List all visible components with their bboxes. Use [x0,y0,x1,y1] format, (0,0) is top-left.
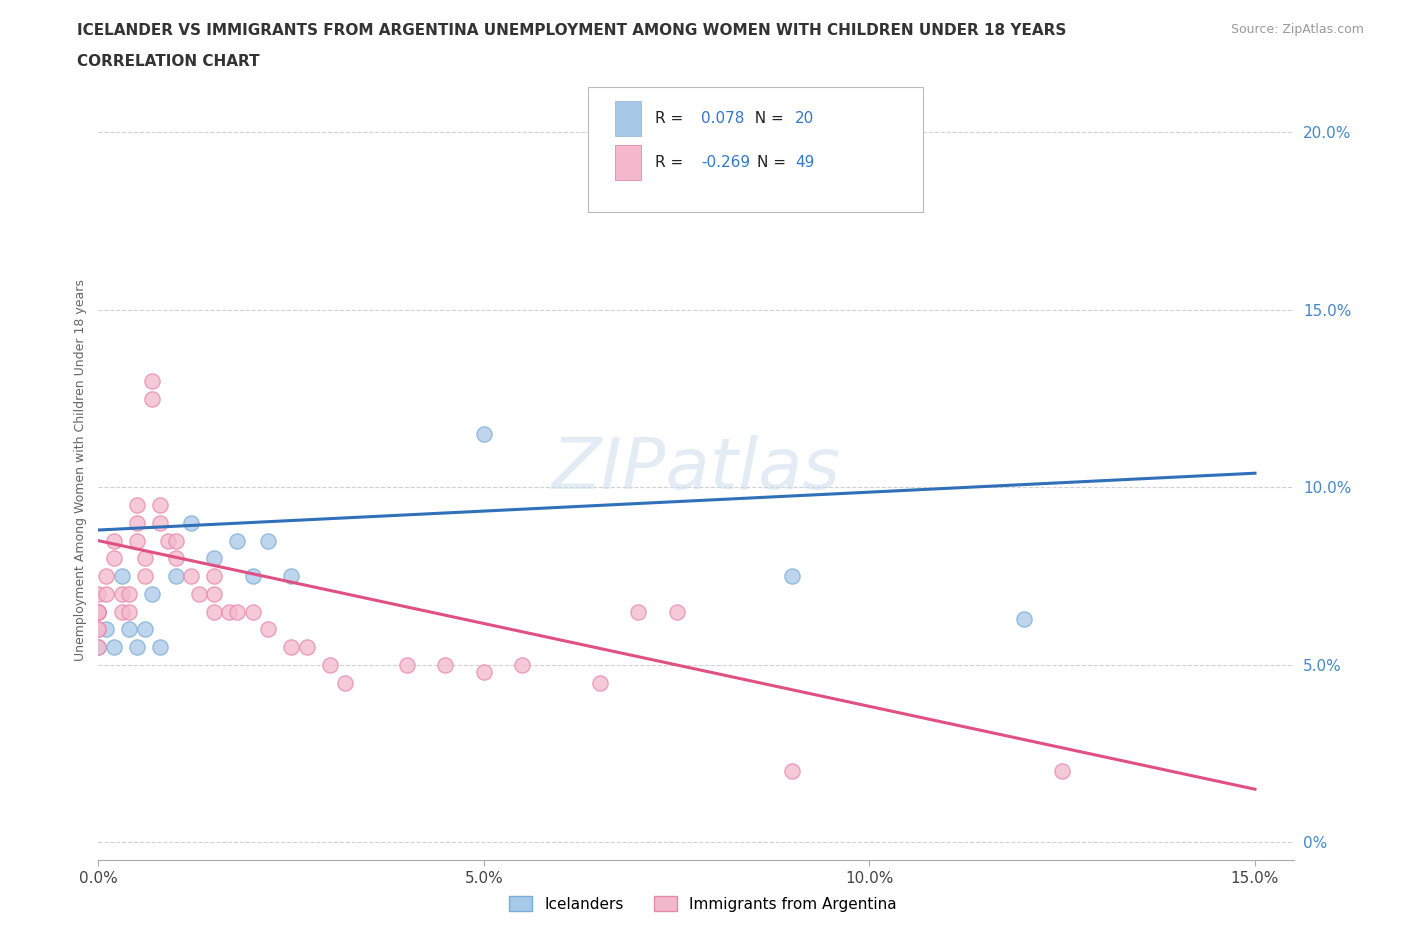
Point [202,569,225,584]
Y-axis label: Unemployment Among Women with Children Under 18 years: Unemployment Among Women with Children U… [75,279,87,660]
Point [333,675,356,690]
Point [434,658,457,672]
Text: 20: 20 [796,112,814,126]
Text: 0.078: 0.078 [700,112,744,126]
Text: ZIPatlas: ZIPatlas [551,435,841,504]
Point [472,665,495,680]
Point [782,569,804,584]
Text: N =: N = [745,112,789,126]
Point [257,533,280,548]
Point [87,587,110,602]
Text: Source: ZipAtlas.com: Source: ZipAtlas.com [1230,23,1364,36]
Point [395,658,418,672]
Point [226,533,249,548]
Point [94,569,117,584]
Point [202,587,225,602]
Text: N =: N = [756,155,790,170]
Point [87,604,110,619]
FancyBboxPatch shape [614,145,641,180]
Point [280,569,302,584]
Point [118,587,141,602]
Point [87,622,110,637]
Point [149,515,172,530]
Point [588,675,610,690]
Point [280,640,302,655]
Text: -0.269: -0.269 [700,155,749,170]
Point [295,640,318,655]
Point [202,551,225,565]
Point [87,640,110,655]
Point [103,640,125,655]
Legend: Icelanders, Immigrants from Argentina: Icelanders, Immigrants from Argentina [503,889,903,918]
Point [125,515,148,530]
Point [782,764,804,779]
Point [141,392,163,406]
Point [94,622,117,637]
Point [118,604,141,619]
Point [87,604,110,619]
Point [87,604,110,619]
Point [319,658,342,672]
Point [165,533,187,548]
Point [125,640,148,655]
Point [141,374,163,389]
Point [110,569,132,584]
Point [165,569,187,584]
Point [149,498,172,512]
Point [125,498,148,512]
Point [180,569,202,584]
Point [1050,764,1073,779]
Point [257,622,280,637]
Point [141,587,163,602]
Point [242,569,264,584]
Point [94,587,117,602]
Point [118,622,141,637]
Point [149,640,172,655]
Text: R =: R = [655,155,689,170]
Point [125,533,148,548]
Point [87,640,110,655]
Point [134,622,156,637]
Text: CORRELATION CHART: CORRELATION CHART [77,54,260,69]
Point [180,515,202,530]
Point [87,622,110,637]
Point [87,604,110,619]
FancyBboxPatch shape [589,86,922,212]
Point [165,551,187,565]
Point [187,587,209,602]
Point [202,604,225,619]
Point [226,604,249,619]
Point [242,604,264,619]
Point [134,551,156,565]
Point [134,569,156,584]
Point [512,658,534,672]
Point [665,604,688,619]
Point [627,604,650,619]
Point [103,533,125,548]
Point [156,533,179,548]
FancyBboxPatch shape [614,101,641,136]
Text: 49: 49 [796,155,814,170]
Point [110,604,132,619]
Point [472,427,495,442]
Point [218,604,240,619]
Text: R =: R = [655,112,689,126]
Text: ICELANDER VS IMMIGRANTS FROM ARGENTINA UNEMPLOYMENT AMONG WOMEN WITH CHILDREN UN: ICELANDER VS IMMIGRANTS FROM ARGENTINA U… [77,23,1067,38]
Point [110,587,132,602]
Point [1012,611,1035,626]
Point [103,551,125,565]
